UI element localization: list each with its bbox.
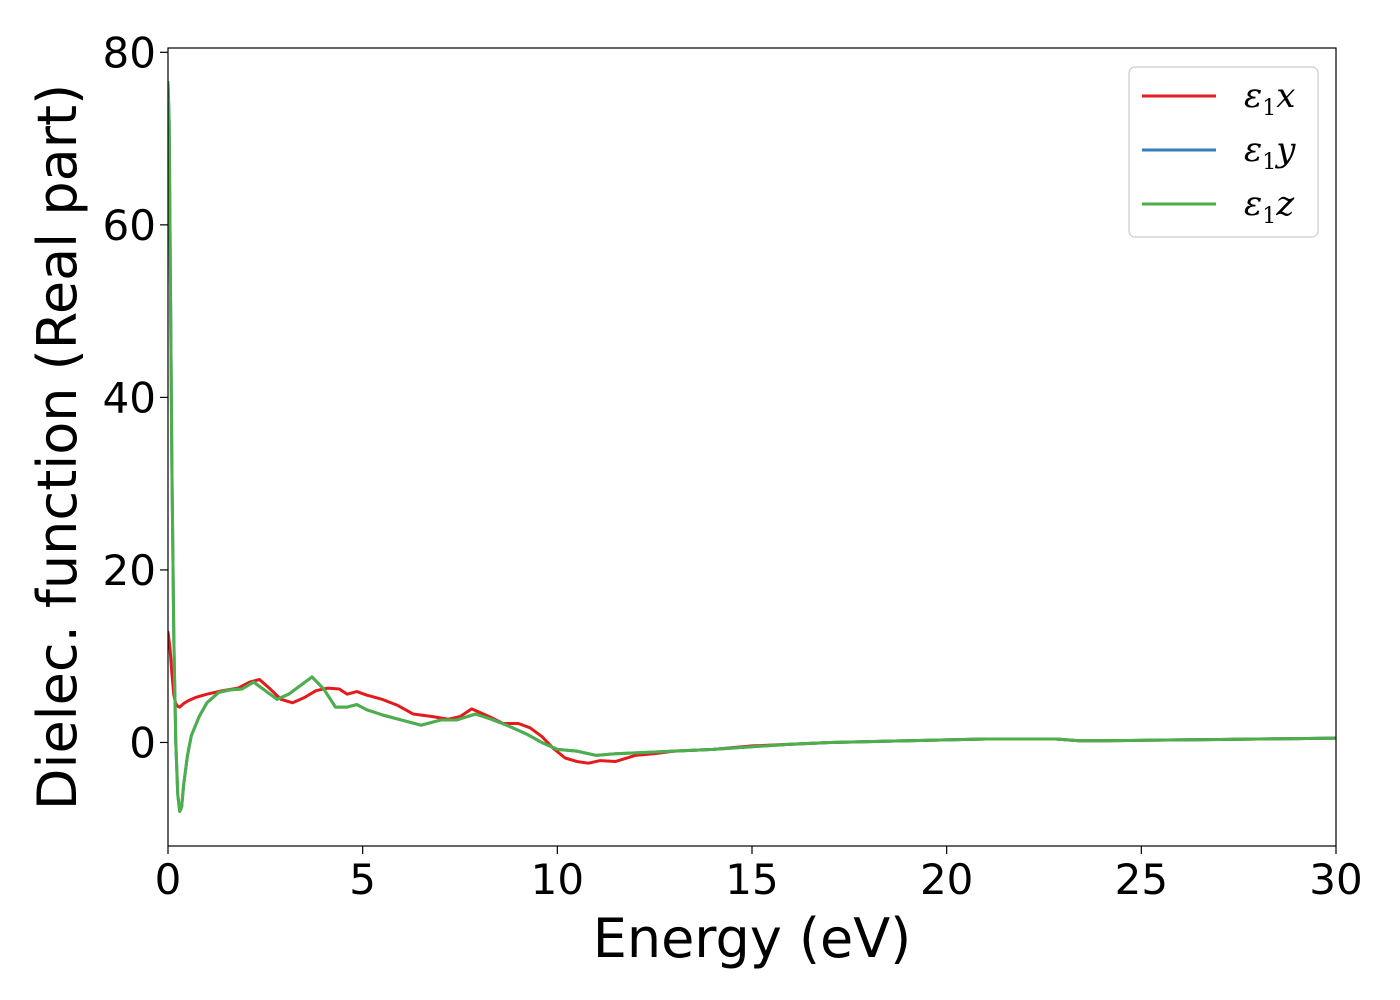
x-axis-label: Energy (eV)	[593, 907, 912, 970]
x-tick-label: 30	[1309, 855, 1362, 904]
y-tick-label: 20	[103, 546, 156, 595]
x-tick-label: 15	[725, 855, 778, 904]
legend-label-y: ε1y	[1244, 130, 1296, 175]
y-tick-label: 80	[103, 28, 156, 77]
x-tick-label: 10	[531, 855, 584, 904]
y-tick-label: 60	[103, 201, 156, 250]
x-tick-label: 20	[920, 855, 973, 904]
x-tick-label: 5	[349, 855, 376, 904]
series-line-x	[168, 630, 1336, 765]
series-line-z	[168, 81, 1336, 813]
y-tick-label: 40	[103, 373, 156, 422]
ticks-layer: 0 5 10 15 20 25 30 0 20 40 60 80	[103, 28, 1363, 904]
legend-label-z: ε1z	[1244, 184, 1295, 229]
x-tick-label: 25	[1115, 855, 1168, 904]
legend: ε1x ε1y ε1z	[1128, 66, 1319, 238]
legend-label-x: ε1x	[1244, 76, 1295, 121]
legend-box	[1128, 66, 1319, 238]
x-tick-label: 0	[155, 855, 182, 904]
series-layer	[168, 81, 1336, 813]
y-axis-label: Dielec. function (Real part)	[26, 84, 89, 810]
y-tick-label: 0	[129, 718, 156, 767]
